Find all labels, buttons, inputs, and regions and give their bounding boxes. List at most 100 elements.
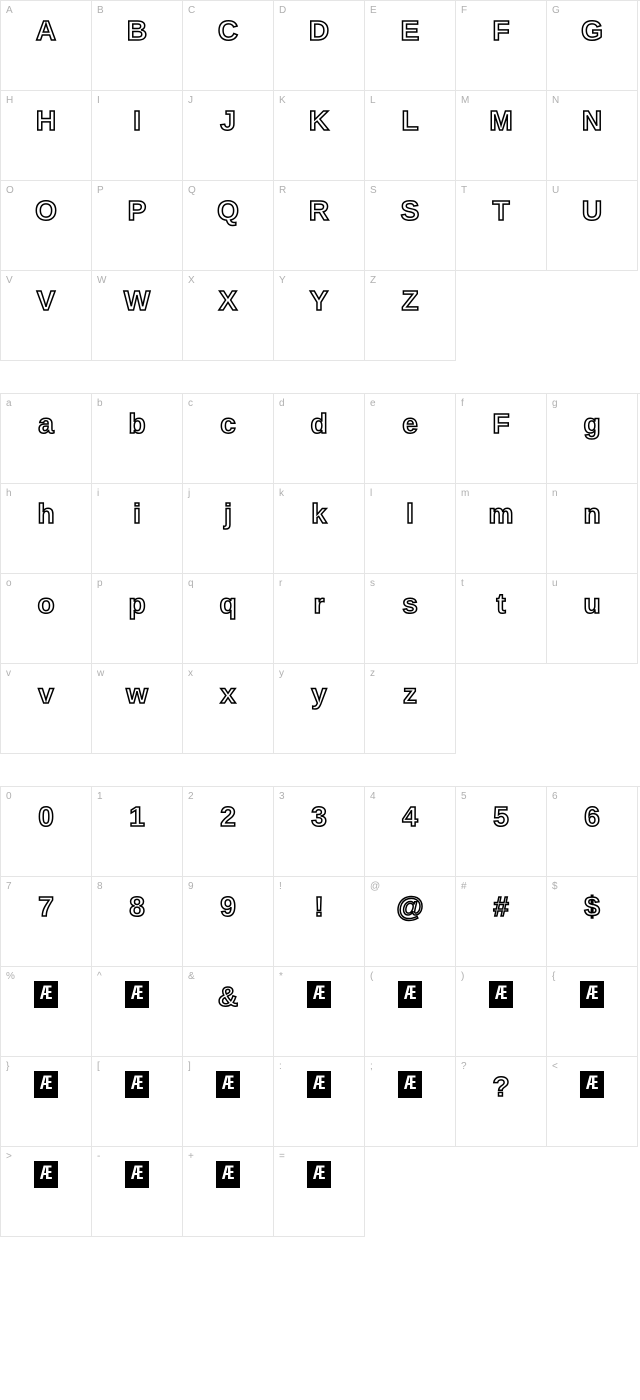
- cell-label: ^: [97, 971, 102, 982]
- cell-glyph: F: [456, 408, 546, 440]
- glyph-cell: $$: [547, 877, 638, 967]
- glyph-cell: jj: [183, 484, 274, 574]
- glyph-cell: nn: [547, 484, 638, 574]
- glyph-cell: zz: [365, 664, 456, 754]
- glyph-cell: ??: [456, 1057, 547, 1147]
- glyph-cell: XX: [183, 271, 274, 361]
- cell-glyph: o: [1, 588, 91, 620]
- cell-glyph: J: [183, 105, 273, 137]
- cell-glyph: 1: [92, 801, 182, 833]
- cell-glyph: Æ: [125, 1161, 149, 1188]
- cell-glyph: D: [274, 15, 364, 47]
- cell-glyph: n: [547, 498, 637, 530]
- cell-glyph: B: [92, 15, 182, 47]
- cell-label: ]: [188, 1061, 191, 1072]
- glyph-cell: tt: [456, 574, 547, 664]
- glyph-cell: )Æ: [456, 967, 547, 1057]
- cell-glyph: l: [365, 498, 455, 530]
- cell-glyph: Æ: [34, 981, 58, 1008]
- glyph-cell: ZZ: [365, 271, 456, 361]
- section-lowercase: aabbccddeefFgghhiijjkkllmmnnooppqqrrsstt…: [0, 393, 640, 754]
- cell-glyph: m: [456, 498, 546, 530]
- cell-glyph: &: [183, 981, 273, 1013]
- cell-glyph: U: [547, 195, 637, 227]
- glyph-cell: UU: [547, 181, 638, 271]
- glyph-cell: 11: [92, 787, 183, 877]
- cell-glyph: w: [92, 678, 182, 710]
- cell-glyph: 4: [365, 801, 455, 833]
- glyph-cell: ##: [456, 877, 547, 967]
- glyph-cell: EE: [365, 1, 456, 91]
- cell-glyph: T: [456, 195, 546, 227]
- cell-glyph: G: [547, 15, 637, 47]
- glyph-cell: @@: [365, 877, 456, 967]
- glyph-cell: YY: [274, 271, 365, 361]
- glyph-cell: +Æ: [183, 1147, 274, 1237]
- glyph-cell: dd: [274, 394, 365, 484]
- cell-glyph: i: [92, 498, 182, 530]
- cell-glyph: $: [547, 891, 637, 923]
- glyph-cell: ^Æ: [92, 967, 183, 1057]
- cell-glyph: N: [547, 105, 637, 137]
- cell-glyph: g: [547, 408, 637, 440]
- glyph-cell: 00: [1, 787, 92, 877]
- cell-glyph: V: [1, 285, 91, 317]
- glyph-cell: [Æ: [92, 1057, 183, 1147]
- cell-glyph: W: [92, 285, 182, 317]
- cell-glyph: F: [456, 15, 546, 47]
- cell-glyph: Æ: [125, 1071, 149, 1098]
- cell-glyph: q: [183, 588, 273, 620]
- cell-glyph: Æ: [580, 1071, 604, 1098]
- glyph-cell: 77: [1, 877, 92, 967]
- cell-label: +: [188, 1151, 194, 1162]
- cell-glyph: P: [92, 195, 182, 227]
- cell-glyph: c: [183, 408, 273, 440]
- glyph-cell: FF: [456, 1, 547, 91]
- cell-glyph: v: [1, 678, 91, 710]
- cell-glyph: C: [183, 15, 273, 47]
- cell-label: ;: [370, 1061, 373, 1072]
- glyph-cell: !!: [274, 877, 365, 967]
- cell-glyph: Æ: [489, 981, 513, 1008]
- cell-glyph: Q: [183, 195, 273, 227]
- cell-glyph: ?: [456, 1071, 546, 1103]
- section-numbers-symbols: 00112233445566778899!!@@##$$%Æ^Æ&&*Æ(Æ)Æ…: [0, 786, 640, 1237]
- glyph-cell: NN: [547, 91, 638, 181]
- cell-glyph: t: [456, 588, 546, 620]
- glyph-cell: SS: [365, 181, 456, 271]
- cell-glyph: Æ: [307, 1071, 331, 1098]
- cell-glyph: d: [274, 408, 364, 440]
- cell-glyph: 6: [547, 801, 637, 833]
- cell-glyph: h: [1, 498, 91, 530]
- cell-label: ): [461, 971, 464, 982]
- cell-glyph: #: [456, 891, 546, 923]
- cell-glyph: 8: [92, 891, 182, 923]
- cell-label: [: [97, 1061, 100, 1072]
- cell-glyph: @: [365, 891, 455, 923]
- glyph-cell: BB: [92, 1, 183, 91]
- glyph-cell: VV: [1, 271, 92, 361]
- cell-glyph: Æ: [307, 1161, 331, 1188]
- glyph-cell: ee: [365, 394, 456, 484]
- cell-glyph: R: [274, 195, 364, 227]
- cell-label: -: [97, 1151, 100, 1162]
- glyph-cell: <Æ: [547, 1057, 638, 1147]
- cell-glyph: x: [183, 678, 273, 710]
- cell-label: *: [279, 971, 283, 982]
- glyph-cell: HH: [1, 91, 92, 181]
- cell-glyph: A: [1, 15, 91, 47]
- cell-glyph: Æ: [216, 1161, 240, 1188]
- cell-glyph: e: [365, 408, 455, 440]
- cell-glyph: 7: [1, 891, 91, 923]
- cell-label: }: [6, 1061, 9, 1072]
- glyph-cell: pp: [92, 574, 183, 664]
- cell-label: >: [6, 1151, 12, 1162]
- glyph-cell: >Æ: [1, 1147, 92, 1237]
- glyph-cell: ll: [365, 484, 456, 574]
- glyph-cell: ww: [92, 664, 183, 754]
- glyph-cell: cc: [183, 394, 274, 484]
- glyph-cell: CC: [183, 1, 274, 91]
- cell-glyph: a: [1, 408, 91, 440]
- glyph-cell: aa: [1, 394, 92, 484]
- glyph-cell: uu: [547, 574, 638, 664]
